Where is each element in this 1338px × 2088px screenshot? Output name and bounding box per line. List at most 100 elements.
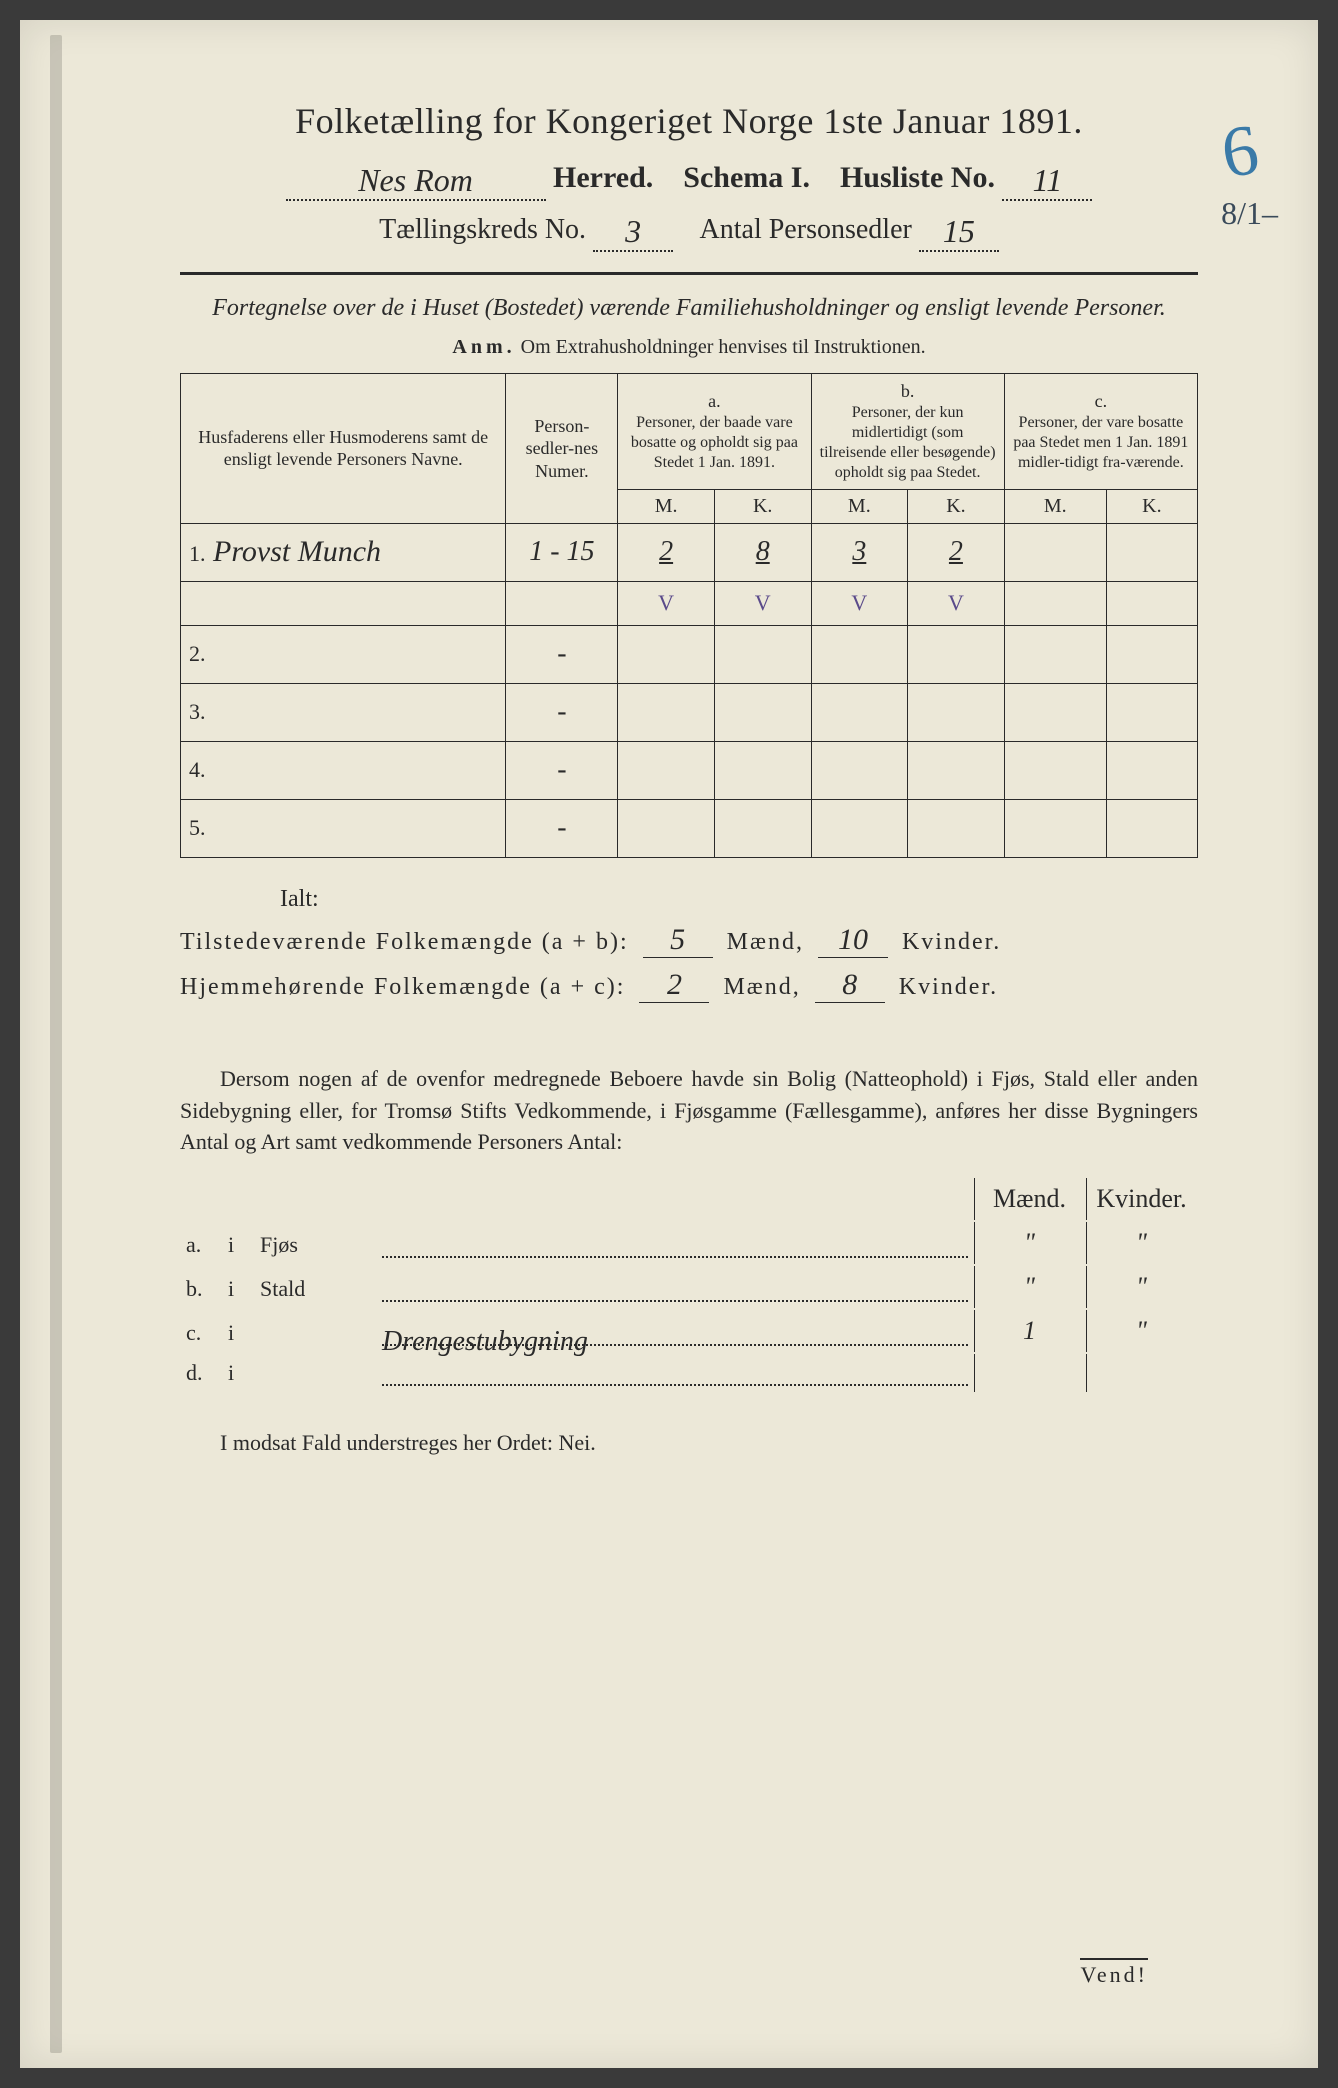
- annex-head-k: Kvinder.: [1086, 1178, 1196, 1220]
- table-row: 4. -: [181, 741, 1198, 799]
- col-b-header: b. Personer, der kun midlertidigt (som t…: [811, 374, 1004, 490]
- annex-dots: [382, 1238, 968, 1258]
- check-row: V V V V: [181, 581, 1198, 625]
- row-label: 3.: [181, 683, 506, 741]
- schema-label: Schema I.: [683, 161, 810, 194]
- cell-a-k: 8: [714, 523, 811, 581]
- annex-m: [974, 1354, 1084, 1392]
- annex-dots: [382, 1366, 968, 1386]
- household-table: Husfaderens eller Husmoderens samt de en…: [180, 373, 1198, 858]
- table-row: 3. -: [181, 683, 1198, 741]
- annex-m: 1: [974, 1310, 1084, 1352]
- row-num-cell: -: [506, 625, 618, 683]
- row-label: 5.: [181, 799, 506, 857]
- antal-value: 15: [919, 213, 999, 252]
- herred-label: Herred.: [553, 161, 653, 194]
- annex-header: Mænd. Kvinder.: [182, 1178, 1196, 1220]
- annex-k: [1086, 1354, 1196, 1392]
- col-b-m: M.: [811, 489, 908, 523]
- annex-table: Mænd. Kvinder. a. i Fjøs " " b. i Stald …: [180, 1176, 1198, 1394]
- total-present-m: 5: [643, 923, 713, 958]
- annex-fill: Drengestubygning: [382, 1326, 968, 1346]
- cell-b-m: 3: [811, 523, 908, 581]
- annex-lbl: b.: [182, 1266, 222, 1308]
- cell-b-k: 2: [908, 523, 1005, 581]
- check-a-k: V: [714, 581, 811, 625]
- modsat-line: I modsat Fald understreges her Ordet: Ne…: [180, 1430, 1198, 1456]
- cell-a-m: 2: [618, 523, 715, 581]
- census-form-page: 6 8/1– Folketælling for Kongeriget Norge…: [20, 20, 1318, 2068]
- annex-dots: [382, 1282, 968, 1302]
- row-name: 1. Provst Munch: [181, 523, 506, 581]
- table-row: 5. -: [181, 799, 1198, 857]
- margin-annotation-number: 6: [1216, 108, 1263, 195]
- total-resident-k: 8: [815, 968, 885, 1003]
- col-a-k: K.: [714, 489, 811, 523]
- annex-word: Stald: [256, 1266, 376, 1308]
- row-num-cell: -: [506, 741, 618, 799]
- col-a-label: a.: [626, 390, 802, 413]
- maend-label: Mænd,: [723, 974, 800, 1000]
- total-present-k: 10: [818, 923, 888, 958]
- antal-label: Antal Personsedler: [700, 214, 912, 245]
- total-present-label: Tilstedeværende Folkemængde (a + b):: [180, 929, 629, 955]
- herred-value: Nes Rom: [286, 162, 546, 201]
- annex-i: i: [224, 1266, 254, 1308]
- header-line-2: Tællingskreds No. 3 Antal Personsedler 1…: [180, 209, 1198, 248]
- check-a-m: V: [618, 581, 715, 625]
- col-a-m: M.: [618, 489, 715, 523]
- row-label: 2.: [181, 625, 506, 683]
- col-c-label: c.: [1013, 390, 1189, 413]
- cell-c-k: [1106, 523, 1197, 581]
- form-subtitle: Fortegnelse over de i Huset (Bostedet) v…: [180, 293, 1198, 324]
- table-row: 2. -: [181, 625, 1198, 683]
- col-c-text: Personer, der vare bosatte paa Stedet me…: [1013, 413, 1189, 473]
- ialt-label: Ialt:: [280, 886, 1198, 913]
- total-resident-m: 2: [639, 968, 709, 1003]
- table-body: 1. Provst Munch 1 - 15 2 8 3 2 V V V V: [181, 523, 1198, 857]
- total-present: Tilstedeværende Folkemængde (a + b): 5 M…: [180, 923, 1198, 958]
- annex-m: ": [974, 1266, 1084, 1308]
- page-title: Folketælling for Kongeriget Norge 1ste J…: [180, 100, 1198, 142]
- kreds-label: Tællingskreds No.: [379, 214, 586, 245]
- table-row: 1. Provst Munch 1 - 15 2 8 3 2: [181, 523, 1198, 581]
- col-c-m: M.: [1004, 489, 1106, 523]
- col-a-header: a. Personer, der baade vare bosatte og o…: [618, 374, 811, 490]
- col-a-text: Personer, der baade vare bosatte og opho…: [626, 413, 802, 473]
- check-b-m: V: [811, 581, 908, 625]
- check-b-k: V: [908, 581, 1005, 625]
- col-b-text: Personer, der kun midlertidigt (som tilr…: [820, 403, 996, 483]
- annex-k: ": [1086, 1310, 1196, 1352]
- annex-lbl: d.: [182, 1354, 222, 1392]
- col-name-header: Husfaderens eller Husmoderens samt de en…: [181, 374, 506, 524]
- annex-row: a. i Fjøs " ": [182, 1222, 1196, 1264]
- annex-lbl: c.: [182, 1310, 222, 1352]
- kreds-value: 3: [593, 213, 673, 252]
- col-c-k: K.: [1106, 489, 1197, 523]
- row-num-cell: 1 - 15: [506, 523, 618, 581]
- annex-i: i: [224, 1310, 254, 1352]
- annex-k: ": [1086, 1266, 1196, 1308]
- col-b-label: b.: [820, 380, 996, 403]
- anm-label: Anm.: [452, 336, 515, 358]
- header-line-1: Nes Rom Herred. Schema I. Husliste No. 1…: [180, 158, 1198, 197]
- total-resident-label: Hjemmehørende Folkemængde (a + c):: [180, 974, 625, 1000]
- margin-annotation-fraction: 8/1–: [1221, 195, 1278, 232]
- annex-i: i: [224, 1354, 254, 1392]
- anm-line: Anm. Om Extrahusholdninger henvises til …: [180, 336, 1198, 359]
- vend-label: Vend!: [1080, 1958, 1148, 1988]
- annex-row: b. i Stald " ": [182, 1266, 1196, 1308]
- col-c-header: c. Personer, der vare bosatte paa Stedet…: [1004, 374, 1197, 490]
- col-num-header: Person-sedler-nes Numer.: [506, 374, 618, 524]
- annex-row: c. i Drengestubygning 1 ": [182, 1310, 1196, 1352]
- divider-top: [180, 272, 1198, 275]
- annex-k: ": [1086, 1222, 1196, 1264]
- husliste-label: Husliste No.: [840, 161, 995, 194]
- cell-c-m: [1004, 523, 1106, 581]
- annex-lbl: a.: [182, 1222, 222, 1264]
- annex-m: ": [974, 1222, 1084, 1264]
- kvinder-label: Kvinder.: [902, 929, 1001, 955]
- annex-row: d. i: [182, 1354, 1196, 1392]
- row-num-cell: -: [506, 683, 618, 741]
- row-label: 4.: [181, 741, 506, 799]
